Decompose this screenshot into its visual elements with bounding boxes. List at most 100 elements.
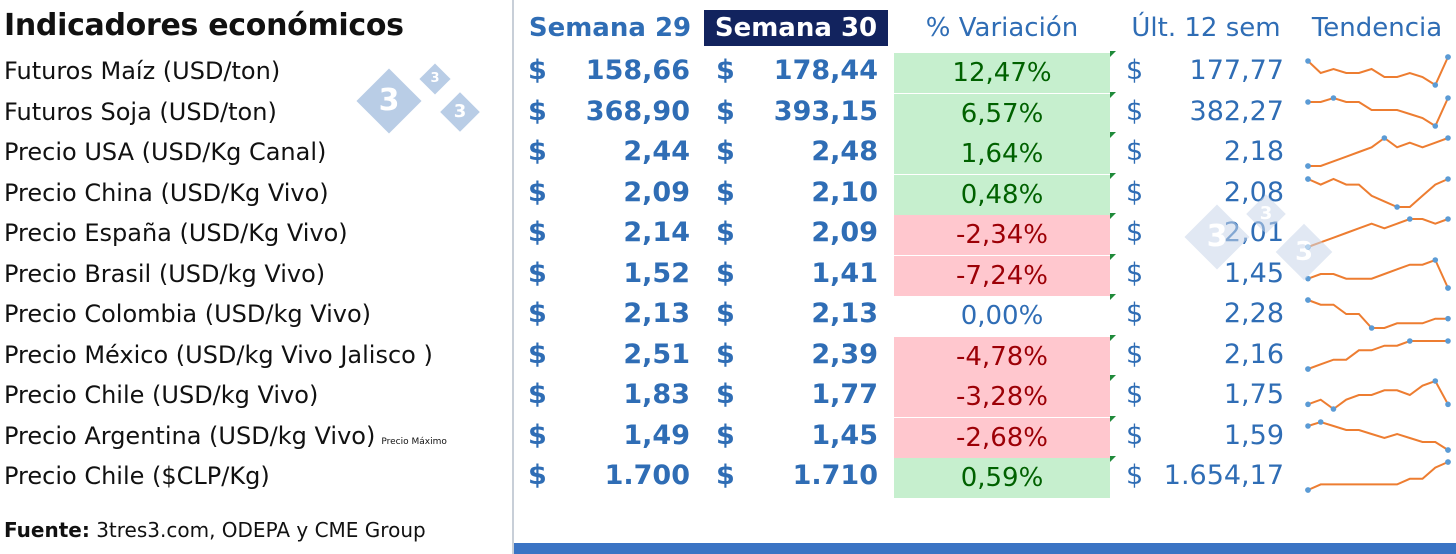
currency-symbol-last12: $ xyxy=(1126,95,1144,127)
currency-symbol-w30: $ xyxy=(716,257,735,289)
currency-symbol-last12: $ xyxy=(1126,379,1144,410)
currency-symbol-last12: $ xyxy=(1126,298,1144,329)
value-week-30: 2,10 xyxy=(811,176,878,208)
cell-marker xyxy=(1110,213,1116,219)
value-week-30: 393,15 xyxy=(773,95,878,127)
indicator-name: Precio Chile (USD/kg Vivo) xyxy=(4,381,319,409)
variation-value: -3,28% xyxy=(894,377,1110,417)
currency-symbol-w29: $ xyxy=(528,176,547,208)
trend-line xyxy=(1307,420,1449,451)
variation-value: 0,00% xyxy=(960,301,1044,331)
indicator-name: Futuros Maíz (USD/ton) xyxy=(4,57,281,85)
row-label: Precio Argentina (USD/kg Vivo) Precio Máx… xyxy=(4,417,447,455)
indicator-name: Precio China (USD/Kg Vivo) xyxy=(4,178,329,207)
trend-marker xyxy=(1445,315,1451,322)
cell-marker xyxy=(1110,456,1116,462)
currency-symbol-last12: $ xyxy=(1126,217,1144,248)
currency-symbol-w30: $ xyxy=(716,136,735,167)
indicator-name: Precio México (USD/kg Vivo Jalisco ) xyxy=(4,340,433,369)
trend-line xyxy=(1307,258,1449,288)
logo-digit: 3 xyxy=(430,71,440,86)
trend-marker xyxy=(1407,216,1413,222)
row-label: Precio España (USD/Kg Vivo) xyxy=(4,214,348,252)
source-text: 3tres3.com, ODEPA y CME Group xyxy=(89,518,426,542)
logo-diamond-small: 3 xyxy=(419,63,451,95)
trend-line xyxy=(1307,299,1448,329)
row-label: Futuros Maíz (USD/ton) xyxy=(4,52,280,90)
trend-marker xyxy=(1432,378,1439,384)
trend-sparkline xyxy=(1305,378,1451,412)
cell-marker xyxy=(1110,91,1116,98)
trend-sparkline xyxy=(1305,459,1451,493)
trend-marker xyxy=(1407,337,1413,344)
indicator-name: Precio Argentina (USD/kg Vivo) xyxy=(4,421,376,450)
logo-diamond-large: 3 xyxy=(356,68,422,134)
indicator-name: Precio España (USD/Kg Vivo) xyxy=(4,219,348,247)
value-week-29: 158,66 xyxy=(585,55,690,86)
logo-diamond-large: 3 xyxy=(1184,204,1250,270)
trend-marker xyxy=(1445,337,1451,344)
trend-sparkline xyxy=(1305,418,1451,453)
currency-symbol-w30: $ xyxy=(716,379,735,410)
trend-marker xyxy=(1305,58,1311,64)
trend-marker xyxy=(1305,163,1311,169)
currency-symbol-w29: $ xyxy=(528,136,547,167)
currency-symbol-last12: $ xyxy=(1126,136,1144,167)
cell-marker xyxy=(1110,132,1116,138)
currency-symbol-last12: $ xyxy=(1126,419,1144,451)
currency-symbol-last12: $ xyxy=(1126,338,1144,370)
value-last-12-weeks: 1,59 xyxy=(1223,419,1284,451)
trend-sparkline xyxy=(1305,256,1451,291)
value-week-30: 2,09 xyxy=(811,217,878,248)
row-label: Precio Chile ($CLP/Kg) xyxy=(4,457,270,495)
value-week-29: 2,14 xyxy=(623,217,690,248)
currency-symbol-w29: $ xyxy=(528,257,547,289)
value-week-30: 2,13 xyxy=(811,298,878,329)
trend-line xyxy=(1307,461,1449,491)
currency-symbol-w30: $ xyxy=(716,95,735,127)
value-week-29: 1.700 xyxy=(604,460,690,491)
row-label: Precio China (USD/Kg Vivo) xyxy=(4,174,329,212)
trend-marker xyxy=(1445,216,1451,222)
trend-marker xyxy=(1330,94,1337,101)
value-last-12-weeks: 2,28 xyxy=(1223,298,1284,329)
header-week-30: Semana 30 xyxy=(704,10,888,46)
trend-sparkline xyxy=(1305,297,1451,331)
value-week-29: 2,09 xyxy=(623,176,690,208)
trend-line xyxy=(1307,379,1449,411)
trend-marker xyxy=(1394,203,1400,210)
value-week-29: 368,90 xyxy=(585,95,690,127)
value-last-12-weeks: 1.654,17 xyxy=(1163,460,1284,491)
trend-marker xyxy=(1432,82,1439,88)
cell-marker xyxy=(1110,172,1116,179)
currency-symbol-w30: $ xyxy=(716,298,735,329)
value-week-29: 2,44 xyxy=(623,136,690,167)
value-week-29: 1,52 xyxy=(623,257,690,289)
logo-digit: 3 xyxy=(378,83,400,118)
row-label: Precio Chile (USD/kg Vivo) xyxy=(4,376,318,414)
variation-value: 0,59% xyxy=(894,458,1110,498)
cell-marker xyxy=(1110,415,1116,422)
cell-marker xyxy=(1110,375,1116,381)
currency-symbol-w29: $ xyxy=(528,55,547,86)
trend-marker xyxy=(1445,401,1451,408)
trend-marker xyxy=(1368,325,1375,331)
currency-symbol-last12: $ xyxy=(1126,460,1144,491)
divider-line xyxy=(512,0,514,554)
source-note: Fuente: 3tres3.com, ODEPA y CME Group xyxy=(4,518,426,542)
trend-marker xyxy=(1305,487,1311,493)
trend-marker xyxy=(1305,365,1311,372)
currency-symbol-w30: $ xyxy=(716,419,735,451)
currency-symbol-last12: $ xyxy=(1126,55,1144,86)
currency-symbol-w30: $ xyxy=(716,460,735,491)
logo-diamond-small: 3 xyxy=(1246,194,1286,234)
trend-line xyxy=(1307,218,1449,248)
currency-symbol-w29: $ xyxy=(528,460,547,491)
logo-digit: 3 xyxy=(1206,219,1228,254)
currency-symbol-last12: $ xyxy=(1126,257,1144,289)
indicator-name: Futuros Soja (USD/ton) xyxy=(4,97,277,126)
value-last-12-weeks: 1,75 xyxy=(1223,379,1284,410)
trend-marker xyxy=(1317,418,1324,425)
page-title: Indicadores económicos xyxy=(4,8,404,43)
variation-value: -2,68% xyxy=(894,417,1110,458)
